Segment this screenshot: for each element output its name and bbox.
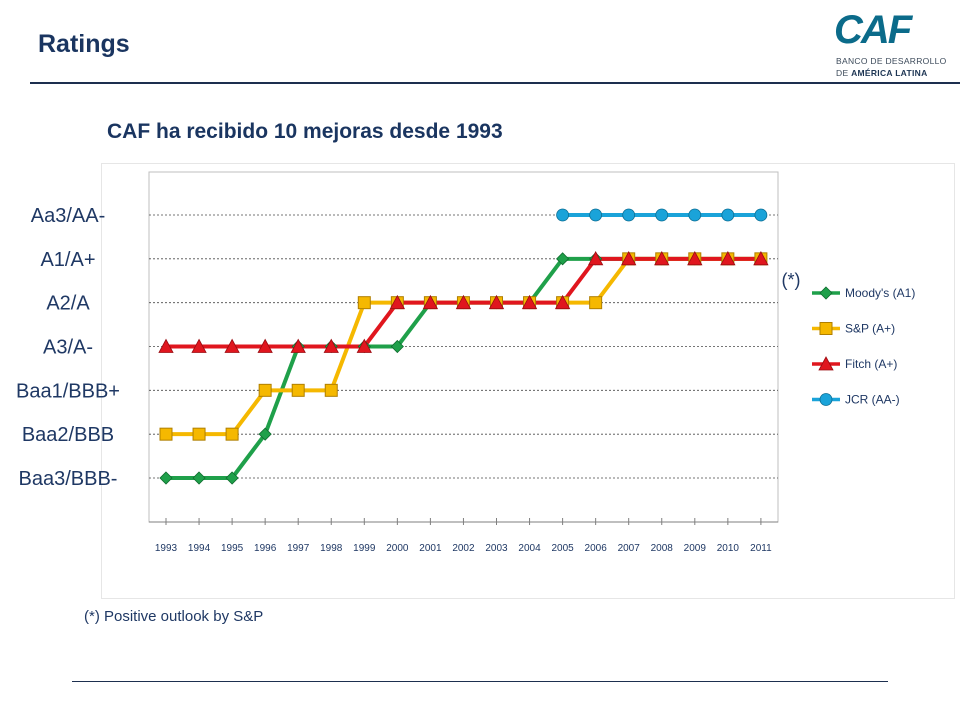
x-tick-label: 1993: [155, 543, 178, 554]
legend-marker: [819, 286, 833, 300]
chart-frame: [101, 163, 955, 599]
series-1-point: [556, 252, 570, 266]
legend-label: S&P (A+): [845, 322, 895, 336]
x-tick-label: 1998: [320, 543, 343, 554]
page-title: Ratings: [38, 30, 130, 58]
y-tick-label: A1/A+: [40, 249, 95, 271]
x-tick-label: 2003: [485, 543, 508, 554]
series-4-point: [622, 208, 636, 222]
x-tick-label: 2000: [386, 543, 409, 554]
footer-divider: [72, 681, 888, 682]
series-2-point: [159, 427, 173, 441]
x-tick-label: 2004: [518, 543, 541, 554]
logo-mark: CAF: [834, 8, 912, 52]
series-2-point: [324, 383, 338, 397]
chart-subtitle: CAF ha recibido 10 mejoras desde 1993: [107, 120, 503, 143]
series-3-point: [356, 338, 372, 353]
series-3-point: [587, 250, 604, 266]
series-1-point: [192, 471, 206, 485]
series-3-point: [521, 294, 538, 310]
series-3-point: [488, 294, 505, 310]
series-3-point: [191, 338, 207, 353]
series-1-point: [390, 339, 404, 354]
series-4-point: [589, 208, 603, 222]
logo-line-2: DE AMÉRICA LATINA: [836, 68, 928, 78]
series-2-point: [357, 296, 371, 310]
series-3-point: [554, 294, 571, 310]
y-tick-label: A3/A-: [43, 337, 93, 359]
series-3-point: [224, 338, 240, 353]
series-4-point: [721, 208, 735, 222]
series-3-point: [422, 294, 439, 310]
x-tick-label: 1999: [353, 543, 376, 554]
footnote: (*) Positive outlook by S&P: [84, 608, 264, 625]
x-tick-label: 1994: [188, 543, 211, 554]
x-tick-label: 2009: [684, 543, 707, 554]
series-1-point: [225, 471, 239, 485]
series-1-point: [258, 427, 272, 441]
legend-label: Fitch (A+): [845, 357, 897, 371]
x-tick-label: 1995: [221, 543, 244, 554]
series-3-point: [389, 294, 406, 310]
series-3-point: [720, 250, 736, 266]
series-2-point: [225, 427, 239, 441]
x-tick-label: 2007: [618, 543, 641, 554]
y-tick-label: Baa1/BBB+: [16, 380, 120, 402]
y-tick-label: Aa3/AA-: [31, 205, 105, 227]
series-2-point: [589, 296, 603, 310]
legend-label: JCR (AA-): [845, 393, 900, 407]
series-3-point: [257, 338, 273, 353]
logo-line-1: BANCO DE DESARROLLO: [836, 56, 947, 66]
legend-marker: [819, 393, 833, 406]
legend-marker: [819, 322, 833, 335]
series-3-point: [654, 250, 670, 266]
series-line-1: [166, 256, 761, 480]
x-tick-label: 1997: [287, 543, 310, 554]
x-tick-label: 2008: [651, 543, 674, 554]
logo-line-2-prefix: DE: [836, 68, 852, 78]
series-3-point: [323, 338, 339, 353]
series-3-point: [290, 338, 306, 353]
series-3-point: [455, 294, 472, 310]
x-tick-label: 2010: [717, 543, 740, 554]
chart-annotation: (*): [782, 270, 801, 290]
series-2-point: [291, 383, 305, 397]
x-tick-label: 2001: [419, 543, 442, 554]
series-3-point: [753, 250, 769, 266]
series-4-point: [754, 208, 768, 222]
series-2-point: [258, 383, 272, 397]
x-tick-label: 2011: [750, 543, 772, 554]
y-tick-label: Baa3/BBB-: [19, 468, 118, 490]
series-3-point: [158, 338, 174, 353]
x-tick-label: 1996: [254, 543, 277, 554]
series-3-point: [687, 250, 703, 266]
series-4-point: [655, 208, 669, 222]
x-tick-label: 2006: [585, 543, 608, 554]
logo-line-2-bold: AMÉRICA LATINA: [851, 68, 928, 78]
x-tick-label: 2005: [551, 543, 574, 554]
series-2-point: [192, 427, 206, 441]
series-4-point: [688, 208, 702, 222]
series-4-point: [556, 208, 569, 222]
y-tick-label: A2/A: [46, 293, 90, 315]
series-3-point: [621, 250, 637, 266]
y-tick-label: Baa2/BBB: [22, 424, 114, 446]
legend-marker: [818, 356, 834, 371]
caf-logo: CAF BANCO DE DESARROLLO DE AMÉRICA LATIN…: [806, 8, 954, 82]
series-1-point: [159, 471, 173, 485]
legend-label: Moody's (A1): [845, 286, 915, 300]
header-divider: [30, 82, 960, 84]
x-tick-label: 2002: [452, 543, 475, 554]
